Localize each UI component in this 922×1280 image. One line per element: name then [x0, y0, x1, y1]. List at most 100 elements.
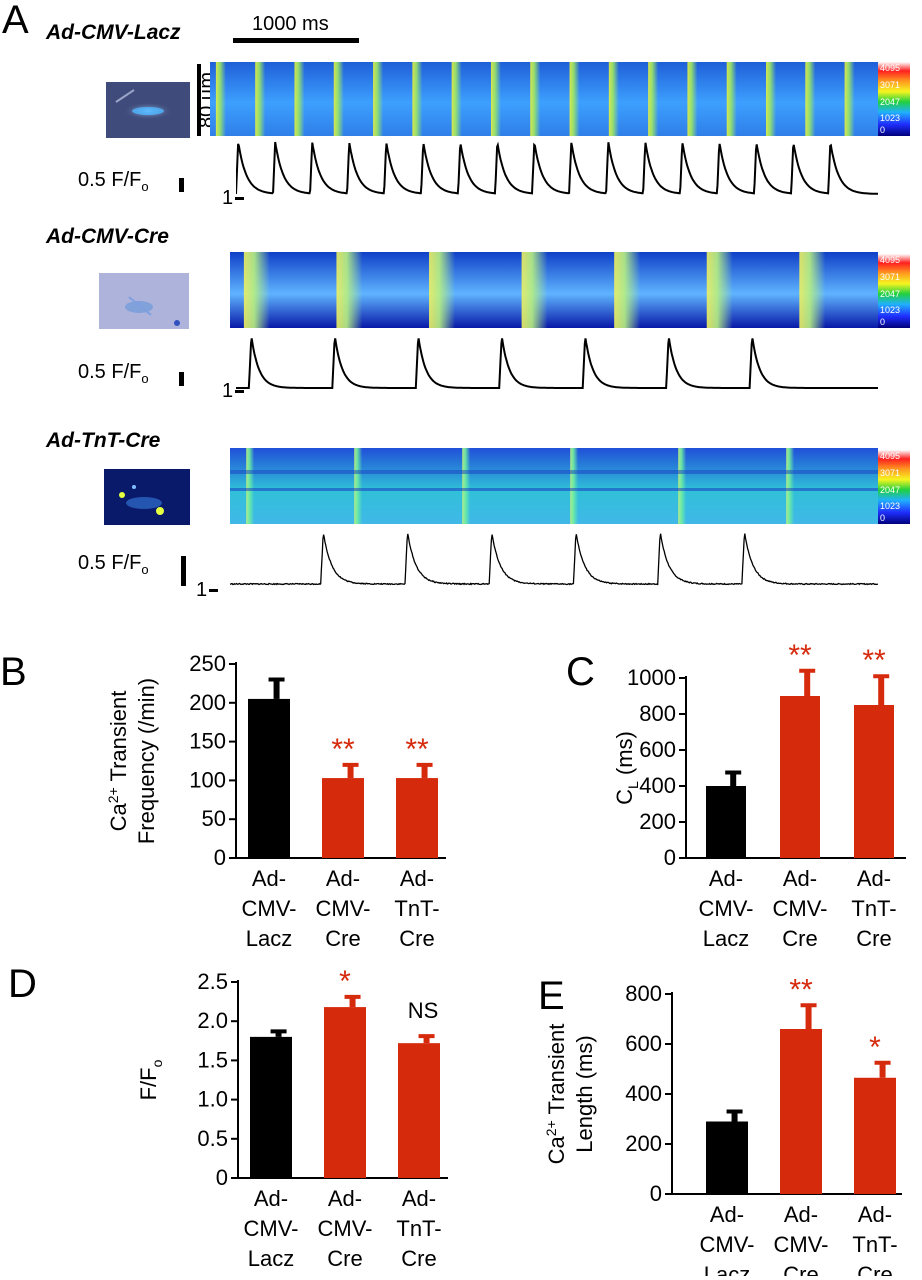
category-label: Ad-: [400, 866, 434, 891]
bar: [250, 1036, 292, 1178]
kymograph-background: [230, 252, 878, 328]
y-tick-label: 1000: [627, 665, 676, 690]
bar: [248, 698, 290, 858]
bar: [324, 1007, 366, 1178]
cell-thumbnail-lacz-image: [115, 89, 174, 120]
bar: [780, 696, 820, 858]
y-axis-label: F/Fo: [136, 1059, 165, 1100]
kymograph-cmv-cre: [230, 252, 878, 328]
amplitude-scale-label: 0.5 F/Fo: [78, 169, 149, 194]
category-label: Ad-: [858, 1202, 892, 1227]
calcium-trace-cmv-cre: [236, 338, 878, 389]
colorbar-tick: 0: [880, 317, 886, 327]
kymograph-tnt-cre: [230, 448, 878, 524]
category-label: Ad-: [252, 866, 286, 891]
y-tick-label: 600: [639, 737, 676, 762]
y-tick-label: 0: [650, 1181, 662, 1206]
colorbar-tnt-cre: 4095 3071 2047 1023 0: [878, 450, 910, 524]
kymograph-transient-band: [766, 62, 777, 136]
y-axis-label-line: F/Fo: [136, 1059, 165, 1100]
colorbar-tick: 1023: [880, 305, 901, 315]
kymograph-transient-band: [255, 62, 266, 136]
category-label: CMV-: [699, 896, 754, 921]
colorbar-tick: 1023: [880, 113, 901, 123]
kymograph-stripe: [230, 470, 878, 474]
kymograph-transient-band: [354, 448, 363, 524]
calcium-trace-tnt-cre: [230, 533, 878, 586]
cell-thumbnail-cmv-cre-image: [125, 296, 180, 326]
category-label: CMV-: [316, 896, 371, 921]
category-label: Cre: [399, 926, 434, 951]
amplitude-scale-bar: [181, 556, 186, 586]
kymograph-transient-band: [844, 62, 855, 136]
category-label: Lacz: [704, 1262, 750, 1276]
colorbar-tick: 4095: [880, 255, 901, 265]
y-tick-label: 2.5: [197, 969, 228, 994]
significance-stars: *: [339, 965, 351, 998]
kymograph-transient-band: [521, 252, 548, 328]
colorbar-tick: 2047: [880, 485, 901, 495]
kymograph-stripe: [230, 488, 878, 491]
bar-chart-b: 0 50 100 150 200 250 Ca2+ Transient Frequency (…: [105, 651, 446, 951]
category-label: TnT-: [396, 1216, 441, 1241]
bar: [706, 786, 746, 858]
y-tick-label: 200: [189, 690, 226, 715]
y-tick-label: 800: [625, 981, 662, 1006]
y-tick-label: 2.0: [197, 1008, 228, 1033]
calcium-trace-lacz: [236, 141, 878, 195]
kymograph-cmv-cre-image: [230, 252, 878, 328]
category-label: CMV-: [774, 1232, 829, 1257]
category-label: Cre: [856, 926, 891, 951]
kymograph-transient-band: [786, 448, 795, 524]
ns-label: NS: [408, 998, 439, 1023]
category-label: Lacz: [248, 1246, 294, 1271]
amplitude-scale-bar: [179, 372, 184, 386]
cell-thumbnail-tnt-cre-image: [119, 485, 164, 515]
kymograph-transient-band: [570, 448, 579, 524]
panel-label-e: E: [538, 974, 565, 1018]
baseline-mark: 1: [222, 188, 245, 208]
category-label: Ad-: [402, 1186, 436, 1211]
panel-label-d: D: [8, 962, 37, 1006]
y-tick-label: 1.5: [197, 1047, 228, 1072]
baseline-mark: 1: [196, 580, 219, 600]
colorbar-tick: 2047: [880, 289, 901, 299]
y-tick-label: 800: [639, 701, 676, 726]
kymograph-lacz: [210, 62, 878, 136]
significance-stars: **: [405, 733, 429, 766]
cell-thumbnail-cmv-cre: [99, 273, 189, 329]
category-label: Lacz: [246, 926, 292, 951]
bar: [780, 1029, 822, 1194]
bar-chart-e: 0 200 400 600 800 Ca2+ Transient Length (ms) Ad…: [543, 973, 902, 1276]
significance-stars: **: [862, 644, 886, 677]
category-label: Lacz: [703, 926, 749, 951]
kymograph-lacz-image: [210, 62, 878, 136]
kymograph-transient-band: [805, 62, 816, 136]
cell-thumbnail-lacz: [106, 82, 190, 138]
colorbar-tick: 4095: [880, 63, 901, 73]
category-label: TnT-: [852, 1232, 897, 1257]
category-label: TnT-: [851, 896, 896, 921]
kymograph-transient-band: [333, 62, 344, 136]
category-label: TnT-: [394, 896, 439, 921]
category-label: Ad-: [857, 866, 891, 891]
kymograph-transient-band: [530, 62, 541, 136]
kymograph-transient-band: [412, 62, 423, 136]
colorbar-lacz: 4095 3071 2047 1023 0: [878, 62, 910, 136]
category-label: Ad-: [783, 866, 817, 891]
kymograph-transient-band: [336, 252, 363, 328]
kymograph-transient-band: [429, 252, 456, 328]
kymograph-transient-band: [451, 62, 462, 136]
panel-label-a: A: [2, 0, 29, 42]
y-axis-label: Ca2+ Transient Length (ms): [543, 1024, 597, 1165]
y-tick-label: 0.5: [197, 1126, 228, 1151]
y-tick-label: 150: [189, 729, 226, 754]
y-axis-label: CL (ms): [612, 731, 641, 805]
category-label: CMV-: [773, 896, 828, 921]
y-axis-label: Ca2+ Transient Frequency (/min): [105, 678, 159, 844]
y-tick-label: 400: [625, 1081, 662, 1106]
y-axis-label-line: CL (ms): [612, 731, 641, 805]
kymograph-transient-band: [648, 62, 659, 136]
bar: [398, 1043, 440, 1178]
condition-title-tnt-cre: Ad-TnT-Cre: [46, 429, 161, 452]
